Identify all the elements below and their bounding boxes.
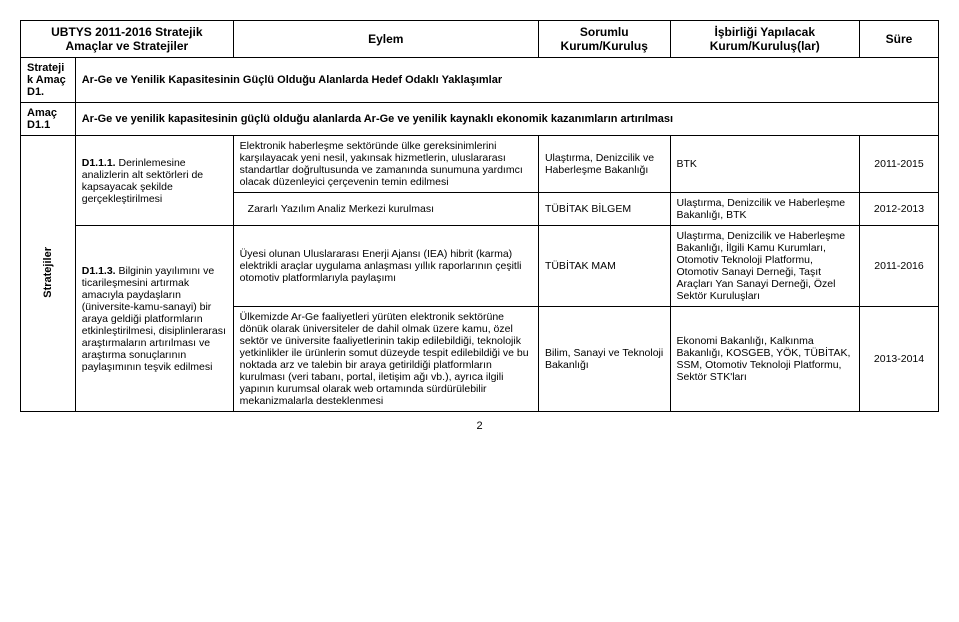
action-cell: Ülkemizde Ar-Ge faaliyetleri yürüten ele…: [233, 307, 538, 412]
sub-goal-label: Amaç D1.1: [21, 103, 76, 136]
strategic-goal-label: Stratejik Amaç D1.: [21, 58, 76, 103]
header-col-strategies: UBTYS 2011-2016 Stratejik Amaçlar ve Str…: [21, 21, 234, 58]
strategy-id: D1.1.3.: [82, 265, 116, 277]
page-number: 2: [20, 420, 939, 432]
strategy-id: D1.1.1.: [82, 157, 116, 169]
collab-cell: Ekonomi Bakanlığı, Kalkınma Bakanlığı, K…: [670, 307, 859, 412]
collab-cell: Ulaştırma, Denizcilik ve Haberleşme Baka…: [670, 193, 859, 226]
period-cell: 2011-2016: [860, 226, 939, 307]
main-table: UBTYS 2011-2016 Stratejik Amaçlar ve Str…: [20, 20, 939, 412]
action-cell: Elektronik haberleşme sektöründe ülke ge…: [233, 136, 538, 193]
table-header-row: UBTYS 2011-2016 Stratejik Amaçlar ve Str…: [21, 21, 939, 58]
header-col-collaboration: İşbirliği Yapılacak Kurum/Kuruluş(lar): [670, 21, 859, 58]
strategy-d113-cell: D1.1.3. Bilginin yayılımını ve ticarileş…: [75, 226, 233, 412]
action-cell: Zararlı Yazılım Analiz Merkezi kurulması: [233, 193, 538, 226]
action-cell: Üyesi olunan Uluslararası Enerji Ajansı …: [233, 226, 538, 307]
strategies-side-label: Stratejiler: [21, 136, 76, 412]
responsible-cell: Ulaştırma, Denizcilik ve Haberleşme Baka…: [538, 136, 670, 193]
header-col-responsible: Sorumlu Kurum/Kuruluş: [538, 21, 670, 58]
sub-goal-text: Ar-Ge ve yenilik kapasitesinin güçlü old…: [75, 103, 938, 136]
period-cell: 2011-2015: [860, 136, 939, 193]
period-cell: 2013-2014: [860, 307, 939, 412]
table-row: Stratejiler D1.1.1. Derinlemesine analiz…: [21, 136, 939, 193]
header-col-action: Eylem: [233, 21, 538, 58]
period-cell: 2012-2013: [860, 193, 939, 226]
collab-cell: Ulaştırma, Denizcilik ve Haberleşme Baka…: [670, 226, 859, 307]
sub-goal-row: Amaç D1.1 Ar-Ge ve yenilik kapasitesinin…: [21, 103, 939, 136]
table-row: D1.1.3. Bilginin yayılımını ve ticarileş…: [21, 226, 939, 307]
strategic-goal-text: Ar-Ge ve Yenilik Kapasitesinin Güçlü Old…: [75, 58, 938, 103]
responsible-cell: Bilim, Sanayi ve Teknoloji Bakanlığı: [538, 307, 670, 412]
strategy-d111-cell: D1.1.1. Derinlemesine analizlerin alt se…: [75, 136, 233, 226]
responsible-cell: TÜBİTAK MAM: [538, 226, 670, 307]
strategy-desc-text: Bilginin yayılımını ve ticarileşmesini a…: [82, 265, 226, 373]
responsible-cell: TÜBİTAK BİLGEM: [538, 193, 670, 226]
collab-cell: BTK: [670, 136, 859, 193]
strategic-goal-row: Stratejik Amaç D1. Ar-Ge ve Yenilik Kapa…: [21, 58, 939, 103]
header-col-period: Süre: [860, 21, 939, 58]
